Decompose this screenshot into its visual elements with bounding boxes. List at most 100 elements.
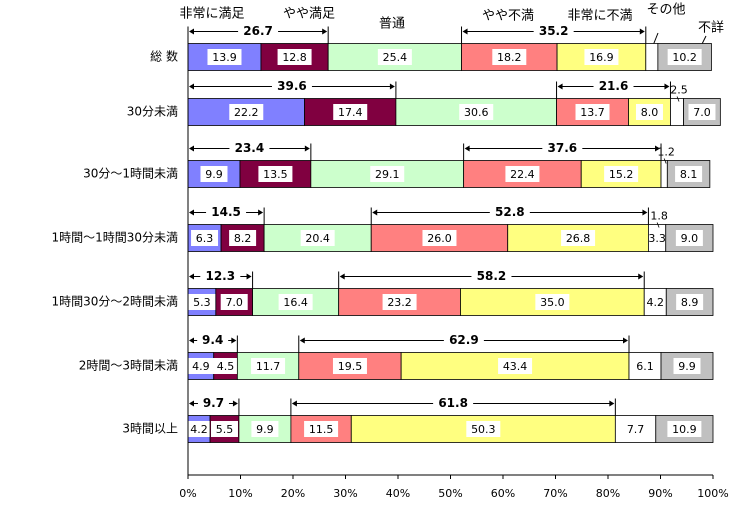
satisfied-arrow-right	[232, 400, 238, 407]
satisfied-arrow-right	[258, 209, 264, 216]
category-label: 1時間〜1時間30分未満	[51, 231, 178, 245]
segment-label: 5.5	[216, 423, 234, 436]
x-tick-label: 40%	[386, 487, 410, 500]
satisfied-total-label: 14.5	[211, 205, 241, 219]
segment-label-bg	[220, 294, 248, 310]
satisfied-arrow-right	[246, 273, 252, 280]
satisfied-arrow-left	[189, 28, 194, 35]
dissatisfied-total-bg	[489, 204, 530, 220]
satisfied-arrow-right	[304, 145, 310, 152]
segment-label: 8.1	[680, 168, 698, 181]
segment-label-bg	[604, 166, 639, 182]
category-label: 30分未満	[127, 105, 178, 119]
segment-label-bg	[673, 358, 701, 374]
segment-label: 7.0	[225, 296, 243, 309]
segment-label-bg	[466, 421, 501, 437]
segment-label-bg	[561, 230, 596, 246]
dissatisfied-total-bg	[433, 395, 474, 411]
segment-label: 30.6	[464, 106, 489, 119]
satisfied-total-label: 39.6	[277, 79, 307, 93]
segment-label: 10.9	[672, 423, 697, 436]
dissatisfied-total-label: 62.9	[449, 333, 479, 347]
dissatisfied-total-label: 52.8	[495, 205, 525, 219]
category-label: 総 数	[150, 49, 178, 64]
segment-label: 9.0	[681, 232, 699, 245]
legend-label-0: 非常に満足	[179, 7, 244, 22]
dissatisfied-total-label: 35.2	[539, 24, 569, 38]
segment-label-bg	[187, 358, 215, 374]
segment-label-bg	[492, 49, 527, 65]
category-label: 30分〜1時間未満	[83, 167, 178, 181]
category-labels: 総 数 30分未満 30分〜1時間未満 1時間〜1時間30分未満 1時間30分〜2時間未…	[51, 49, 178, 436]
dissatisfied-total-bg	[542, 140, 583, 156]
dissatisfied-total-bg	[593, 78, 634, 94]
segment-label: 5.3	[193, 296, 211, 309]
dissatisfied-arrow-left	[339, 273, 345, 280]
segment-label: 26.0	[427, 232, 452, 245]
dissatisfied-arrow-right	[639, 28, 645, 35]
dissatisfied-total-bg	[443, 332, 484, 348]
segment-label-bg	[229, 104, 264, 120]
dissatisfied-arrow-right	[664, 83, 670, 90]
segment-label: 8.0	[641, 106, 659, 119]
segment-label-bg	[300, 230, 335, 246]
bar-segment	[628, 352, 662, 380]
x-tick-label: 100%	[697, 487, 728, 500]
satisfied-total-bg	[229, 140, 270, 156]
segment-label-bg	[535, 294, 570, 310]
x-tick-label: 20%	[281, 487, 305, 500]
satisfied-total-label: 9.7	[203, 396, 224, 410]
dissatisfied-total-label: 21.6	[599, 79, 629, 93]
segment-label: 7.7	[627, 423, 645, 436]
legend-label-2: 普通	[379, 17, 405, 32]
x-tick-label: 60%	[491, 487, 515, 500]
category-label: 3時間以上	[122, 422, 178, 436]
bar-segment	[614, 415, 657, 443]
satisfied-arrow-right	[231, 337, 237, 344]
x-tick-label: 80%	[596, 487, 620, 500]
segment-label-bg	[332, 358, 367, 374]
dissatisfied-arrow-right	[609, 400, 615, 407]
segment-label: 25.4	[383, 51, 408, 64]
dissatisfied-total-bg	[533, 23, 574, 39]
dissatisfied-arrow-right	[655, 145, 661, 152]
segment-label: 20.4	[305, 232, 330, 245]
segment-label: 19.5	[338, 360, 363, 373]
segment-label: 9.9	[256, 423, 274, 436]
segment-label-bg	[459, 104, 494, 120]
segment-label-bg	[676, 294, 704, 310]
segment-label: 13.5	[263, 168, 288, 181]
segment-label: 11.7	[256, 360, 281, 373]
segment-label: 23.2	[387, 296, 412, 309]
segment-label-bg	[251, 421, 279, 437]
legend-label-5: その他	[646, 3, 685, 18]
segment-label: 4.2	[190, 423, 208, 436]
segment-label-bg	[370, 166, 405, 182]
segment-label-bg	[498, 358, 533, 374]
bar-segment	[660, 160, 668, 188]
other-value-pointer	[663, 158, 667, 164]
category-label: 1時間30分〜2時間未満	[51, 295, 178, 309]
segment-label: 8.9	[681, 296, 699, 309]
category-label: 2時間〜3時間未満	[79, 359, 178, 373]
segment-label-bg	[688, 104, 716, 120]
segment-label: 26.8	[566, 232, 591, 245]
segment-label: 4.2	[647, 296, 665, 309]
segment-label: 8.2	[234, 232, 252, 245]
satisfied-total-bg	[238, 23, 279, 39]
segment-label-bg	[200, 166, 228, 182]
satisfied-total-label: 26.7	[243, 24, 273, 38]
satisfied-total-label: 9.4	[202, 333, 223, 347]
segment-label: 50.3	[471, 423, 496, 436]
segment-label-bg	[333, 104, 368, 120]
dissatisfied-arrow-left	[464, 145, 470, 152]
bar-segment	[670, 98, 684, 126]
other-value-label: 1.8	[650, 210, 668, 223]
bar-segment	[645, 43, 659, 71]
segment-label-bg	[278, 294, 313, 310]
segment-label: 18.2	[497, 51, 522, 64]
segment-label: 43.4	[503, 360, 528, 373]
segment-label: 9.9	[678, 360, 696, 373]
segment-label-bg	[377, 49, 412, 65]
